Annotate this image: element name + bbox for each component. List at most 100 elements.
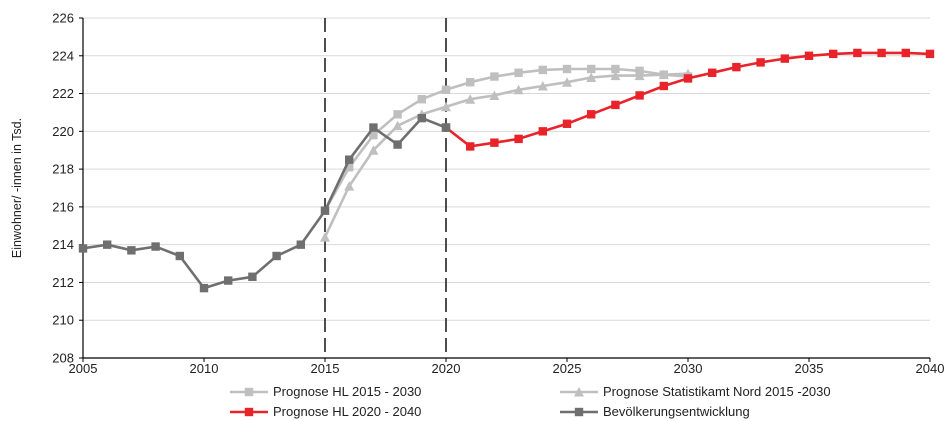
data-point — [296, 240, 305, 249]
data-point — [151, 242, 160, 251]
data-point — [659, 81, 668, 91]
y-tick-label: 208 — [52, 351, 74, 366]
y-tick-label: 216 — [52, 199, 74, 214]
data-point — [465, 94, 476, 104]
x-tick-label: 2010 — [190, 361, 219, 376]
x-axis-ticks: 2005 2010 2015 2020 2025 2030 2035 2040 — [69, 358, 945, 376]
x-tick-label: 2035 — [795, 361, 824, 376]
data-point — [853, 48, 862, 58]
series-line — [323, 72, 689, 238]
y-axis-label: Einwohner/ -innen in Tsd. — [10, 118, 24, 258]
y-tick-label: 226 — [52, 11, 74, 26]
data-point — [127, 246, 136, 255]
data-point — [683, 74, 693, 83]
gridlines — [83, 17, 930, 321]
data-point — [490, 72, 499, 81]
data-point — [441, 101, 451, 112]
data-point — [634, 70, 645, 81]
data-point — [441, 85, 451, 94]
data-point — [78, 244, 88, 253]
data-point — [610, 70, 621, 81]
y-tick-label: 218 — [52, 162, 74, 177]
data-point — [658, 69, 669, 80]
series-2 — [320, 68, 693, 242]
data-point — [320, 206, 330, 215]
axes — [82, 18, 930, 359]
legend-item: Prognose Statistikamt Nord 2015 -2030 — [560, 384, 831, 399]
data-point — [320, 232, 330, 242]
legend-swatch-marker — [244, 387, 254, 397]
data-point — [392, 120, 403, 131]
legend-swatch-marker — [244, 407, 254, 417]
legend-swatch-marker — [574, 387, 584, 397]
y-tick-label: 212 — [52, 275, 74, 290]
legend: Prognose HL 2015 - 2030 Prognose Statisti… — [230, 384, 831, 419]
data-point — [103, 240, 112, 249]
data-point — [513, 84, 524, 95]
series-group — [78, 48, 935, 293]
data-point — [587, 110, 596, 119]
y-tick-label: 220 — [52, 124, 74, 139]
data-point — [393, 110, 402, 119]
data-point — [562, 119, 572, 128]
data-point — [756, 58, 765, 67]
x-tick-label: 2025 — [553, 361, 582, 376]
data-point — [635, 91, 644, 100]
legend-label: Bevölkerungsentwicklung — [603, 404, 750, 419]
data-point — [417, 113, 426, 123]
data-point — [829, 49, 838, 59]
legend-item: Prognose HL 2015 - 2030 — [230, 384, 421, 399]
data-point — [369, 123, 378, 132]
data-point — [175, 251, 184, 261]
data-point — [490, 138, 499, 147]
data-point — [345, 163, 354, 172]
data-point — [538, 65, 547, 75]
vertical-markers — [324, 18, 447, 358]
data-point — [344, 181, 355, 191]
x-tick-label: 2005 — [69, 361, 98, 376]
data-point — [925, 49, 935, 59]
data-point — [345, 155, 354, 164]
data-point — [441, 123, 451, 132]
series-4 — [78, 113, 451, 293]
data-point — [586, 72, 597, 82]
data-point — [538, 127, 547, 136]
legend-swatch-marker — [574, 407, 584, 417]
data-point — [272, 251, 281, 261]
legend-label: Prognose HL 2020 - 2040 — [273, 404, 421, 419]
data-point — [199, 283, 209, 293]
series-line — [82, 116, 447, 290]
legend-label: Prognose HL 2015 - 2030 — [273, 384, 421, 399]
legend-label: Prognose Statistikamt Nord 2015 -2030 — [603, 384, 831, 399]
data-point — [248, 272, 257, 281]
data-point — [224, 276, 233, 285]
legend-item: Prognose HL 2020 - 2040 — [230, 404, 421, 419]
data-point — [562, 64, 572, 74]
series-line — [445, 51, 931, 148]
series-line — [323, 67, 689, 212]
x-tick-label: 2040 — [916, 361, 945, 376]
data-point — [393, 140, 402, 149]
y-tick-label: 224 — [52, 48, 74, 63]
y-axis-ticks: 208 210 212 214 216 218 220 222 224 226 — [52, 11, 83, 366]
data-point — [369, 130, 378, 140]
x-tick-label: 2030 — [674, 361, 703, 376]
data-point — [514, 68, 523, 77]
data-point — [708, 68, 717, 77]
data-point — [611, 100, 620, 110]
data-point — [417, 95, 426, 104]
data-point — [562, 77, 572, 87]
data-point — [466, 142, 475, 151]
data-point — [877, 48, 886, 58]
series-3 — [441, 48, 935, 151]
data-point — [514, 134, 523, 144]
y-tick-label: 214 — [52, 237, 74, 252]
data-point — [368, 145, 379, 155]
data-point — [489, 90, 500, 100]
x-tick-label: 2020 — [432, 361, 461, 376]
data-point — [901, 48, 910, 58]
data-point — [804, 51, 814, 60]
legend-item: Bevölkerungsentwicklung — [560, 404, 750, 419]
x-tick-label: 2015 — [311, 361, 340, 376]
data-point — [466, 78, 475, 87]
